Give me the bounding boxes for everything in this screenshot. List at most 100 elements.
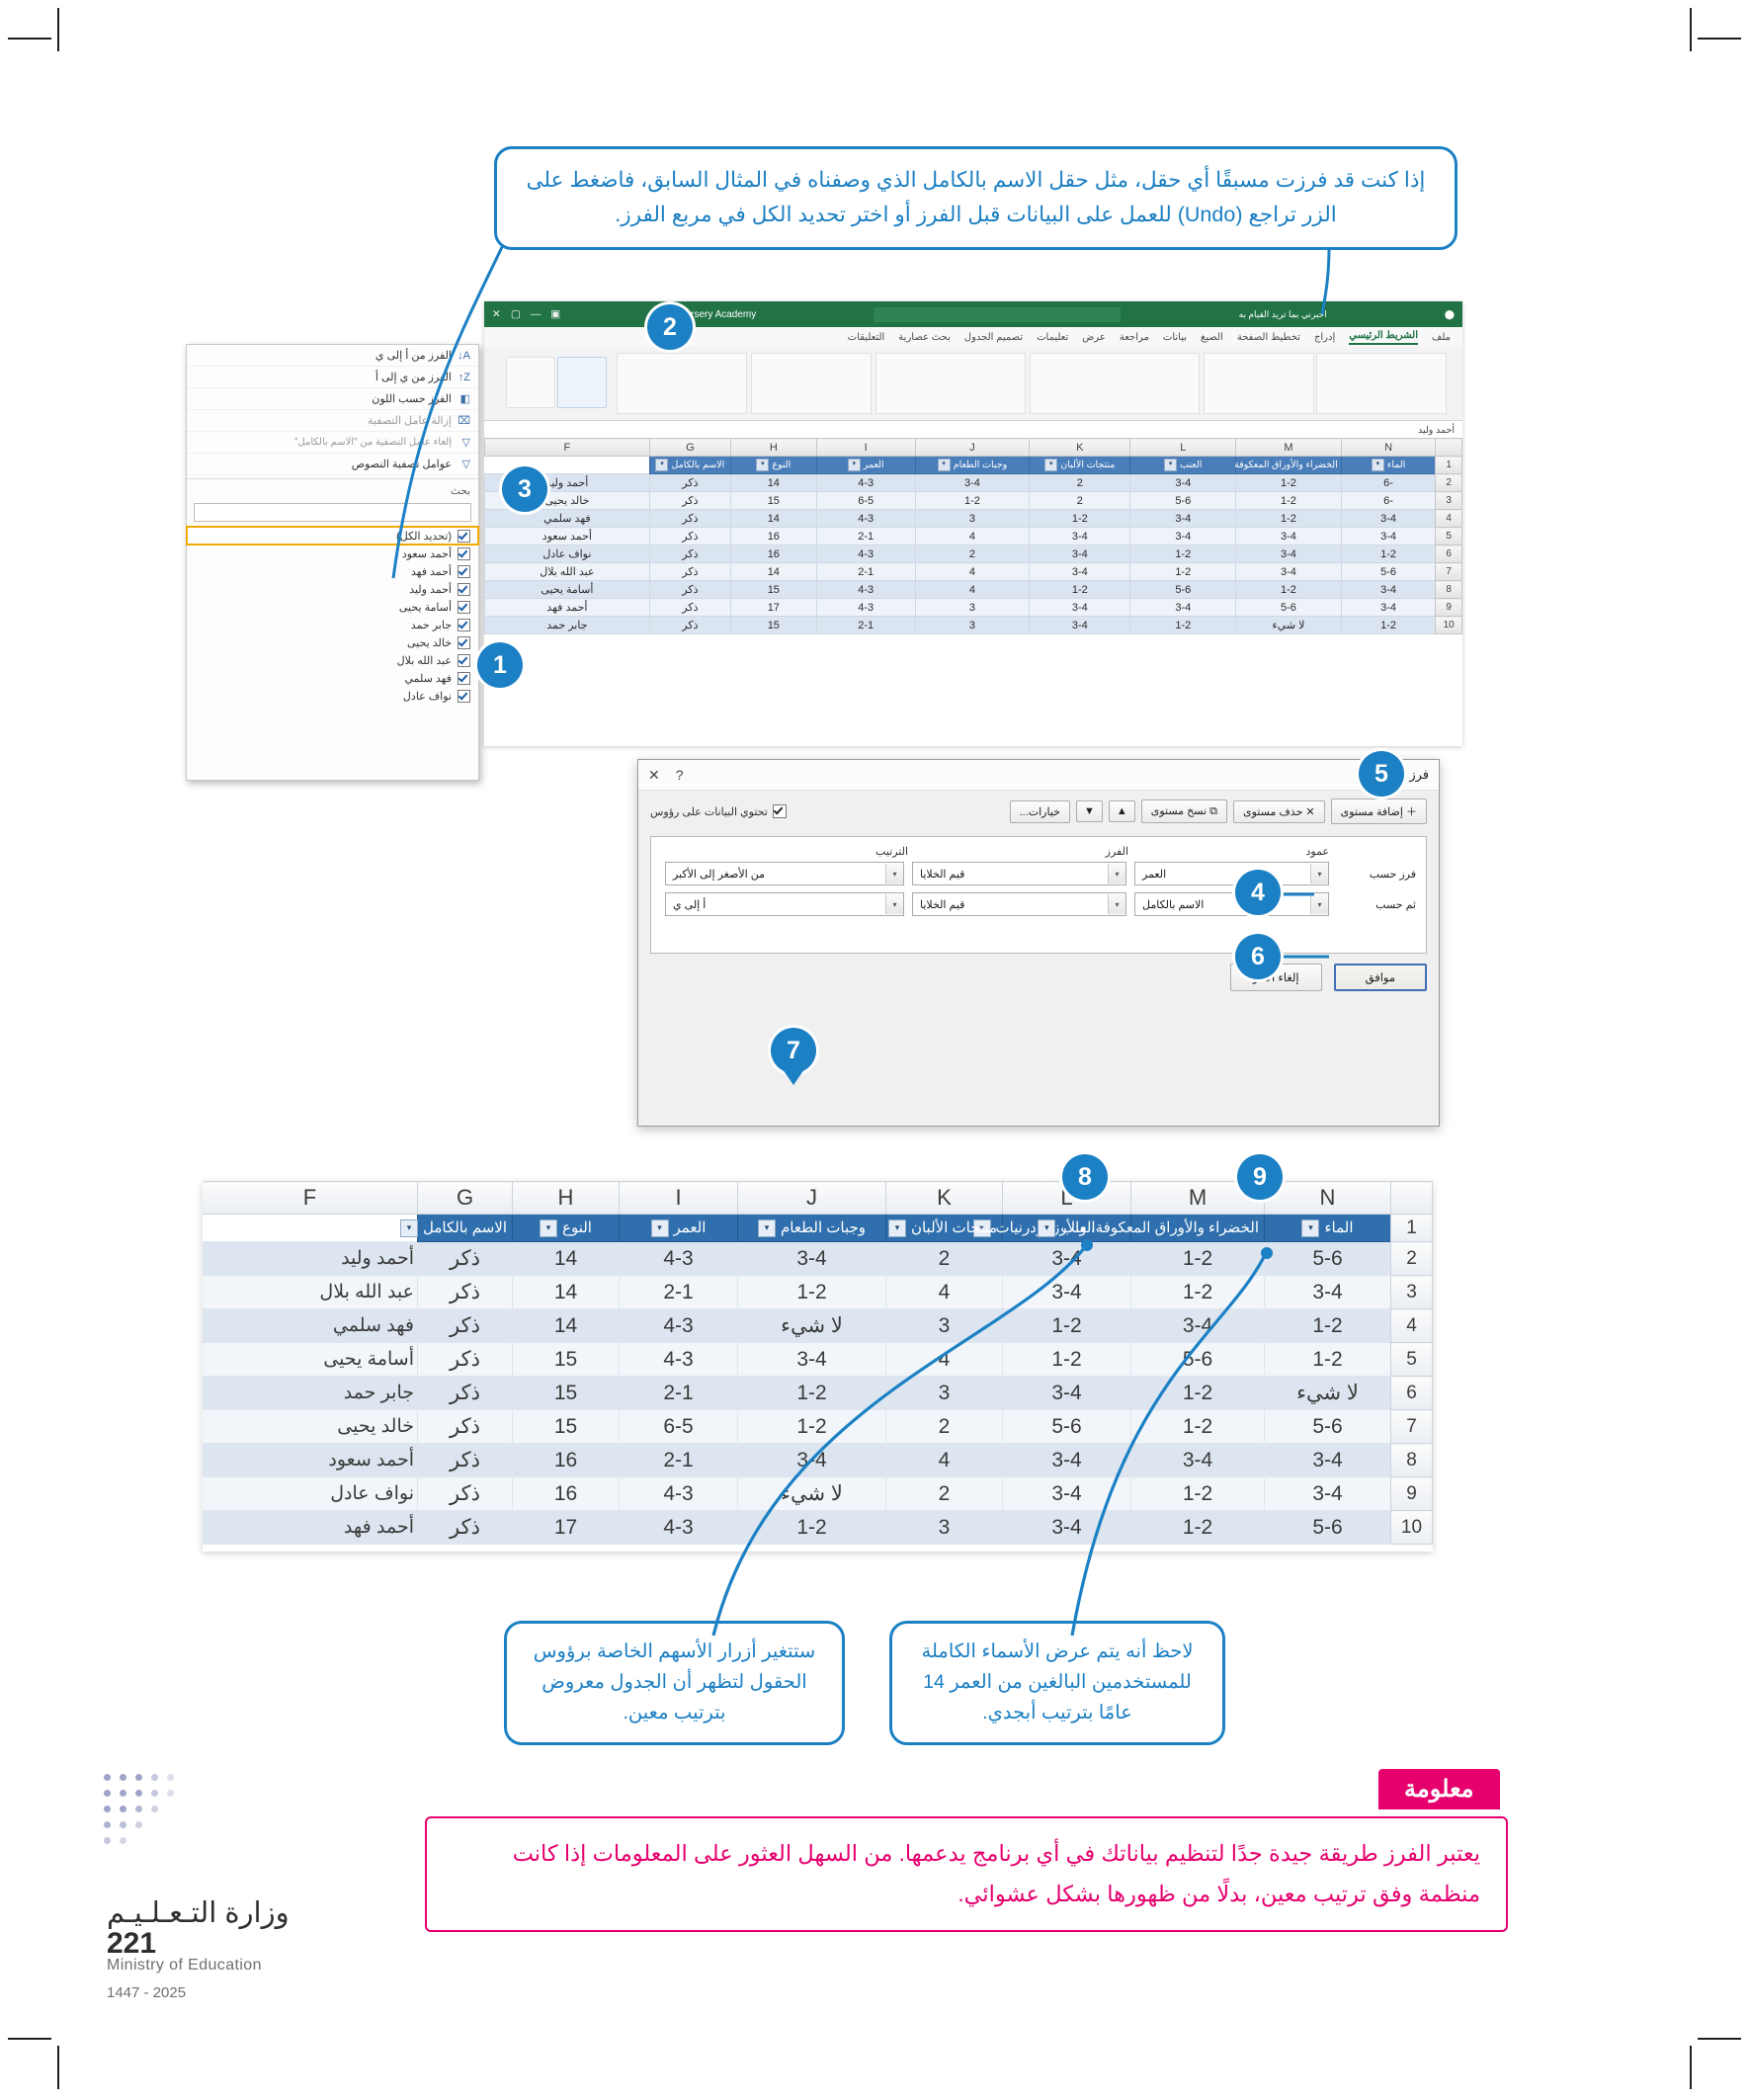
row-header[interactable]: 2 xyxy=(1435,473,1462,492)
cell[interactable]: لا شيء xyxy=(1264,1376,1391,1411)
search-input[interactable] xyxy=(874,306,1122,322)
tab-help[interactable]: تعليمات xyxy=(1037,331,1069,343)
table-row[interactable]: 6 لا شيء 1-2 3-4 3 1-2 2-1 15 ذكر جابر حمد xyxy=(203,1376,1433,1411)
cell[interactable]: 14 xyxy=(729,473,817,492)
cell[interactable]: ذكر xyxy=(417,1510,513,1546)
cell[interactable]: 3-4 xyxy=(737,1443,886,1478)
cell[interactable]: 1-2 xyxy=(914,491,1031,510)
excel-grid-area[interactable]: N M L K J I H G F 1 الماء▾ الخضراء والأو… xyxy=(484,438,1462,746)
cell[interactable]: 1-2 xyxy=(1264,1308,1391,1344)
cell-name[interactable]: أحمد فهد xyxy=(203,1510,418,1546)
table-row[interactable]: 4 3-4 1-2 3-4 1-2 3 4-3 14 ذكر فهد سلمي xyxy=(484,509,1462,528)
cell[interactable]: 3-4 xyxy=(1029,545,1131,563)
sort-arrow-icon[interactable]: ▾ xyxy=(1038,1219,1056,1238)
table-row[interactable]: 8 3-4 1-2 5-6 1-2 4 4-3 15 ذكر أسامة يحيى xyxy=(484,580,1462,599)
column-header-M[interactable]: M xyxy=(1235,438,1342,457)
cell[interactable]: لا شيء xyxy=(737,1476,886,1512)
row-header[interactable]: 3 xyxy=(1390,1275,1433,1310)
excel-grid[interactable]: N M L K J I H G F 1 الماء▾ الخضراء والأو… xyxy=(484,438,1462,634)
cell[interactable]: 3 xyxy=(885,1376,1003,1411)
corner-cell[interactable] xyxy=(1435,438,1462,457)
tab-search[interactable]: بحث عصارية xyxy=(898,331,951,343)
table-row[interactable]: 7 5-6 1-2 5-6 2 1-2 6-5 15 ذكر خالد يحيى xyxy=(203,1409,1433,1445)
cell[interactable]: 1-2 xyxy=(1130,1376,1265,1411)
cell[interactable]: ذكر xyxy=(417,1275,513,1310)
checkbox-icon[interactable] xyxy=(458,564,470,578)
cell[interactable]: 14 xyxy=(729,562,817,581)
checkbox-icon[interactable] xyxy=(458,600,470,614)
sort-level-2-sorton-select[interactable]: ▾ قيم الخلايا xyxy=(912,892,1126,916)
cell[interactable]: 1-2 xyxy=(1130,1476,1265,1512)
cell[interactable]: 5-6 xyxy=(1235,598,1342,617)
cell[interactable]: 15 xyxy=(729,580,817,599)
cell[interactable]: 14 xyxy=(512,1241,620,1277)
filter-arrow-icon[interactable]: ▾ xyxy=(847,459,861,471)
tab-page-layout[interactable]: تخطيط الصفحة xyxy=(1236,331,1300,343)
cell-name[interactable]: فهد سلمي xyxy=(484,509,650,528)
tab-review[interactable]: مراجعة xyxy=(1119,331,1149,343)
row-header[interactable]: 10 xyxy=(1390,1510,1433,1546)
checkbox-icon[interactable] xyxy=(772,804,787,818)
cell[interactable]: 5-6 xyxy=(1002,1409,1131,1445)
cell[interactable]: 6-5 xyxy=(815,491,916,510)
cell[interactable]: 3-4 xyxy=(1340,509,1437,528)
field-header-age[interactable]: العمر▾ xyxy=(815,456,916,474)
cell[interactable]: ذكر xyxy=(648,580,731,599)
field-header-water[interactable]: الماء▾ xyxy=(1340,456,1437,474)
column-header-K[interactable]: K xyxy=(885,1181,1003,1215)
cell[interactable]: 4-3 xyxy=(619,1241,738,1277)
cell-name[interactable]: عبد الله بلال xyxy=(203,1275,418,1310)
cell[interactable]: 1-2 xyxy=(1002,1342,1131,1378)
cell[interactable]: 1-2 xyxy=(1340,545,1437,563)
cell[interactable]: 4-3 xyxy=(815,473,916,492)
checkbox-icon[interactable] xyxy=(458,653,470,667)
cell[interactable]: 1-2 xyxy=(1130,1275,1265,1310)
delete-level-button[interactable]: ✕ حذف مستوى xyxy=(1233,799,1325,823)
cell[interactable]: 5-6 xyxy=(1264,1510,1391,1546)
cell[interactable]: 3-4 xyxy=(1264,1275,1391,1310)
column-header-I[interactable]: I xyxy=(815,438,916,457)
cell[interactable]: 15 xyxy=(729,616,817,634)
cell[interactable]: ذكر xyxy=(648,598,731,617)
cell[interactable]: ذكر xyxy=(417,1476,513,1512)
sort-arrow-icon[interactable]: ▾ xyxy=(650,1219,669,1238)
cell[interactable]: 3 xyxy=(885,1510,1003,1546)
row-header[interactable]: 7 xyxy=(1435,562,1462,581)
cell[interactable]: 1-2 xyxy=(1130,1409,1265,1445)
field-header-age[interactable]: العمر▾ xyxy=(619,1213,738,1243)
field-header-greens[interactable]: الخضراء والأوراق المعكوفة، والأرز، وخبز▾ xyxy=(1167,456,1342,474)
cell[interactable]: 2 xyxy=(885,1241,1003,1277)
column-header-F[interactable]: F xyxy=(203,1181,418,1215)
cell[interactable]: 3-4 xyxy=(737,1342,886,1378)
checkbox-icon[interactable] xyxy=(458,635,470,649)
cell[interactable]: 5-6 xyxy=(1340,562,1437,581)
cell[interactable]: 3-4 xyxy=(1029,616,1131,634)
cell[interactable]: 4-3 xyxy=(815,580,916,599)
cell-name[interactable]: أسامة يحيى xyxy=(203,1342,418,1378)
close-icon[interactable]: ✕ xyxy=(492,308,501,320)
cell[interactable]: 3-4 xyxy=(1264,1443,1391,1478)
checkbox-icon[interactable] xyxy=(458,618,470,631)
cell[interactable]: 16 xyxy=(512,1443,620,1478)
field-header-greens[interactable]: الخضراء والأوراق المعكوفة، والأرز، ودرني… xyxy=(972,1213,1265,1243)
cell[interactable]: 15 xyxy=(512,1342,620,1378)
row-header[interactable]: 1 xyxy=(1435,456,1462,474)
cell[interactable]: ذكر xyxy=(417,1342,513,1378)
cell[interactable]: 4-3 xyxy=(815,598,916,617)
cell[interactable]: -6 xyxy=(1340,473,1437,492)
tab-formulas[interactable]: الصيغ xyxy=(1201,331,1223,343)
cell[interactable]: 1-2 xyxy=(1029,509,1131,528)
sort-level-1-column-select[interactable]: ▾ العمر xyxy=(1134,862,1329,885)
cell[interactable]: 1-2 xyxy=(737,1409,886,1445)
cell[interactable]: ذكر xyxy=(417,1308,513,1344)
column-header-G[interactable]: G xyxy=(648,438,731,457)
row-header[interactable]: 9 xyxy=(1435,598,1462,617)
cell[interactable]: 1-2 xyxy=(737,1376,886,1411)
cell[interactable]: 3-4 xyxy=(1129,509,1237,528)
cell[interactable]: 3-4 xyxy=(1235,562,1342,581)
list-item[interactable]: عبد الله بلال xyxy=(187,651,478,669)
tab-home[interactable]: الشريط الرئيسي xyxy=(1349,330,1418,345)
tab-file[interactable]: ملف xyxy=(1431,331,1451,343)
cell[interactable]: 2 xyxy=(885,1476,1003,1512)
field-header-fullname[interactable]: الاسم بالكامل▾ xyxy=(648,456,731,474)
